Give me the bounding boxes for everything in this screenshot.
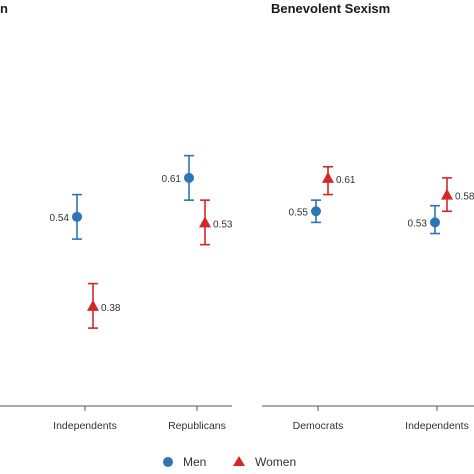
x-tick-label-0-0: Independents: [53, 420, 117, 432]
x-tick-label-0-1: Republicans: [168, 420, 226, 432]
chart-marks: Independents Republicans 0.54 0.61 0.38 0.53 D…: [50, 154, 474, 432]
data-label-men-0-0: 0.54: [50, 213, 70, 224]
legend-men-marker: [163, 457, 173, 467]
legend-women-label: Women: [255, 455, 296, 469]
data-label-women-1-0: 0.61: [336, 175, 356, 186]
x-tick-label-1-1: Independents: [405, 420, 469, 432]
point-women-1-0: [322, 171, 334, 183]
data-label-women-0-1: 0.53: [213, 219, 233, 230]
point-men-0-0: [72, 211, 82, 222]
point-men-1-0: [311, 206, 321, 217]
panel-title-right: Benevolent Sexism: [271, 1, 390, 16]
data-label-women-0-0: 0.38: [101, 303, 121, 314]
data-label-men-1-0: 0.55: [289, 207, 309, 218]
x-tick-label-1-0: Democrats: [293, 420, 344, 432]
point-women-0-1: [199, 216, 211, 228]
legend: Men Women: [163, 455, 296, 469]
legend-men-label: Men: [183, 455, 206, 469]
data-label-men-0-1: 0.61: [162, 174, 182, 185]
point-men-1-1: [430, 217, 440, 228]
legend-women-marker: [233, 456, 245, 466]
point-women-0-0: [87, 299, 99, 311]
data-label-men-1-1: 0.53: [408, 218, 428, 229]
point-women-1-1: [441, 188, 453, 200]
point-men-0-1: [184, 172, 194, 183]
data-label-women-1-1: 0.58: [455, 192, 474, 203]
panel-title-left: n: [0, 1, 8, 16]
